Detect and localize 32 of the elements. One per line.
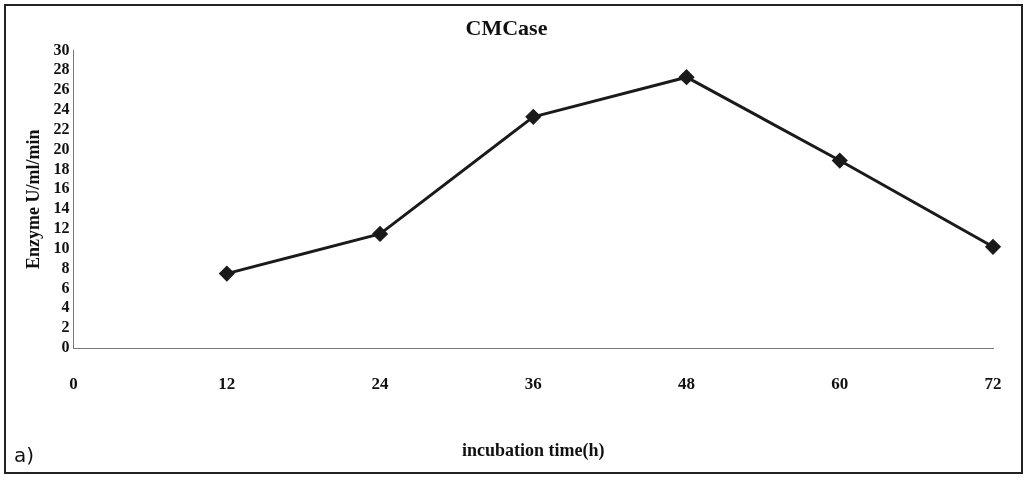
point xyxy=(985,239,1001,255)
y-tick-label: 22 xyxy=(53,119,70,137)
y-tick-label: 0 xyxy=(61,338,70,356)
y-tick-label: 8 xyxy=(61,258,70,276)
x-tick-label: 36 xyxy=(524,373,542,393)
point xyxy=(679,69,695,85)
y-tick-label: 10 xyxy=(53,238,70,256)
y-tick-label: 26 xyxy=(53,80,70,98)
y-tick-label: 24 xyxy=(53,100,70,118)
y-tick-label: 14 xyxy=(53,199,70,217)
y-tick-label: 18 xyxy=(53,159,70,177)
y-axis-title: Enzyme U/ml/min xyxy=(23,129,44,269)
y-tick-label: 20 xyxy=(53,139,70,157)
point xyxy=(372,226,388,242)
x-tick-label: 60 xyxy=(831,373,849,393)
y-tick-label: 4 xyxy=(61,298,70,316)
x-tick-label: 72 xyxy=(984,373,1002,393)
y-tick-label: 6 xyxy=(61,278,70,296)
y-tick-label: 12 xyxy=(53,219,70,237)
point xyxy=(525,109,541,125)
y-tick-label: 28 xyxy=(53,60,70,78)
chart-title: CMCase xyxy=(465,14,548,40)
y-tick-label: 30 xyxy=(53,40,70,58)
x-tick-label: 48 xyxy=(678,373,696,393)
x-axis-title: incubation time(h) xyxy=(462,439,605,461)
point xyxy=(219,266,235,282)
x-tick-label: 24 xyxy=(371,373,390,393)
point xyxy=(832,153,848,169)
y-tick-label: 2 xyxy=(61,318,70,336)
text: a) xyxy=(14,443,35,467)
x-tick-label: 12 xyxy=(218,373,236,393)
y-tick-label: 16 xyxy=(53,179,70,197)
